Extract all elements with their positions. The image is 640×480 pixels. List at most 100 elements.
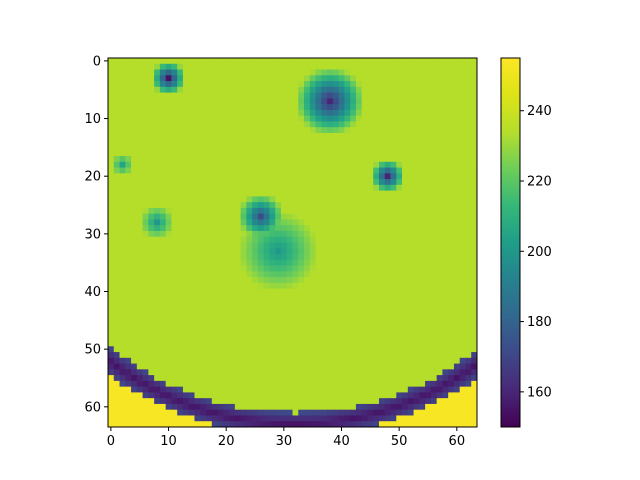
heatmap-cell <box>298 392 305 399</box>
heatmap-cell <box>367 369 374 376</box>
heatmap-cell <box>154 271 161 278</box>
heatmap-cell <box>465 369 472 376</box>
heatmap-cell <box>177 98 184 105</box>
heatmap-cell <box>315 409 322 416</box>
heatmap-cell <box>413 357 420 364</box>
heatmap-cell <box>182 265 190 272</box>
heatmap-cell <box>309 300 316 307</box>
heatmap-cell <box>113 81 120 88</box>
heatmap-cell <box>194 75 201 82</box>
heatmap-cell <box>436 156 443 163</box>
heatmap-cell <box>419 248 426 255</box>
heatmap-cell <box>182 75 190 82</box>
heatmap-cell <box>309 288 316 295</box>
heatmap-cell <box>217 179 224 186</box>
heatmap-cell <box>280 398 288 405</box>
heatmap-cell <box>206 115 213 122</box>
heatmap-cell <box>344 328 351 336</box>
heatmap-cell <box>407 334 414 341</box>
heatmap-cell <box>280 277 288 284</box>
heatmap-cell <box>367 415 374 422</box>
heatmap-cell <box>309 63 316 70</box>
heatmap-cell <box>396 144 403 151</box>
heatmap-cell <box>425 202 432 209</box>
heatmap-cell <box>113 196 120 203</box>
heatmap-cell <box>119 421 126 428</box>
heatmap-cell <box>471 415 478 422</box>
heatmap-cell <box>321 277 328 284</box>
heatmap-cell <box>390 248 397 255</box>
heatmap-cell <box>280 294 288 301</box>
heatmap-cell <box>252 213 259 220</box>
heatmap-cell <box>246 219 253 226</box>
heatmap-cell <box>304 161 311 168</box>
heatmap-cell <box>206 403 213 411</box>
heatmap-cell <box>148 69 155 76</box>
heatmap-cell <box>165 92 172 99</box>
heatmap-cell <box>338 415 345 422</box>
heatmap-cell <box>257 352 265 359</box>
heatmap-cell <box>171 184 178 192</box>
heatmap-cell <box>453 380 461 388</box>
heatmap-cell <box>217 98 224 105</box>
heatmap-cell <box>119 300 126 307</box>
heatmap-cell <box>373 415 380 422</box>
heatmap-cell <box>269 63 276 70</box>
heatmap-cell <box>465 213 472 220</box>
heatmap-cell <box>240 161 247 168</box>
heatmap-cell <box>332 69 340 76</box>
heatmap-cell <box>315 323 322 330</box>
heatmap-cell <box>378 346 386 353</box>
heatmap-cell <box>154 369 161 376</box>
heatmap-cell <box>182 127 190 134</box>
heatmap-cell <box>396 271 403 278</box>
heatmap-cell <box>367 75 374 82</box>
heatmap-cell <box>131 219 138 226</box>
heatmap-cell <box>430 127 438 134</box>
heatmap-cell <box>402 104 409 111</box>
heatmap-cell <box>275 421 282 428</box>
heatmap-cell <box>246 259 253 266</box>
heatmap-cell <box>159 409 167 416</box>
heatmap-cell <box>338 254 345 261</box>
heatmap-cell <box>142 92 149 99</box>
heatmap-cell <box>442 75 449 82</box>
heatmap-cell <box>361 398 368 405</box>
heatmap-cell <box>425 150 432 157</box>
heatmap-cell <box>154 328 161 336</box>
heatmap-cell <box>338 75 345 82</box>
heatmap-cell <box>338 380 345 388</box>
heatmap-cell <box>315 328 322 336</box>
heatmap-cell <box>332 138 340 145</box>
heatmap-cell <box>378 311 386 318</box>
heatmap-cell <box>465 75 472 82</box>
heatmap-cell <box>367 132 374 140</box>
heatmap-cell <box>355 265 363 272</box>
heatmap-cell <box>159 156 167 163</box>
heatmap-cell <box>338 63 345 70</box>
heatmap-cell <box>240 230 247 238</box>
heatmap-cell <box>471 305 478 313</box>
heatmap-cell <box>223 190 230 197</box>
heatmap-cell <box>263 150 270 157</box>
heatmap-cell <box>280 380 288 388</box>
heatmap-cell <box>108 248 115 255</box>
heatmap-cell <box>471 161 478 168</box>
heatmap-cell <box>344 392 351 399</box>
heatmap-cell <box>338 213 345 220</box>
heatmap-cell <box>378 132 386 140</box>
heatmap-cell <box>200 156 207 163</box>
heatmap-cell <box>280 415 288 422</box>
heatmap-cell <box>309 167 316 174</box>
heatmap-cell <box>448 323 455 330</box>
heatmap-cell <box>442 300 449 307</box>
heatmap-cell <box>448 213 455 220</box>
heatmap-cell <box>119 398 126 405</box>
heatmap-cell <box>396 363 403 370</box>
heatmap-cell <box>344 357 351 364</box>
heatmap-cell <box>436 282 443 290</box>
heatmap-cell <box>459 259 466 266</box>
heatmap-cell <box>402 92 409 99</box>
heatmap-cell <box>257 144 265 151</box>
heatmap-cell <box>304 380 311 388</box>
